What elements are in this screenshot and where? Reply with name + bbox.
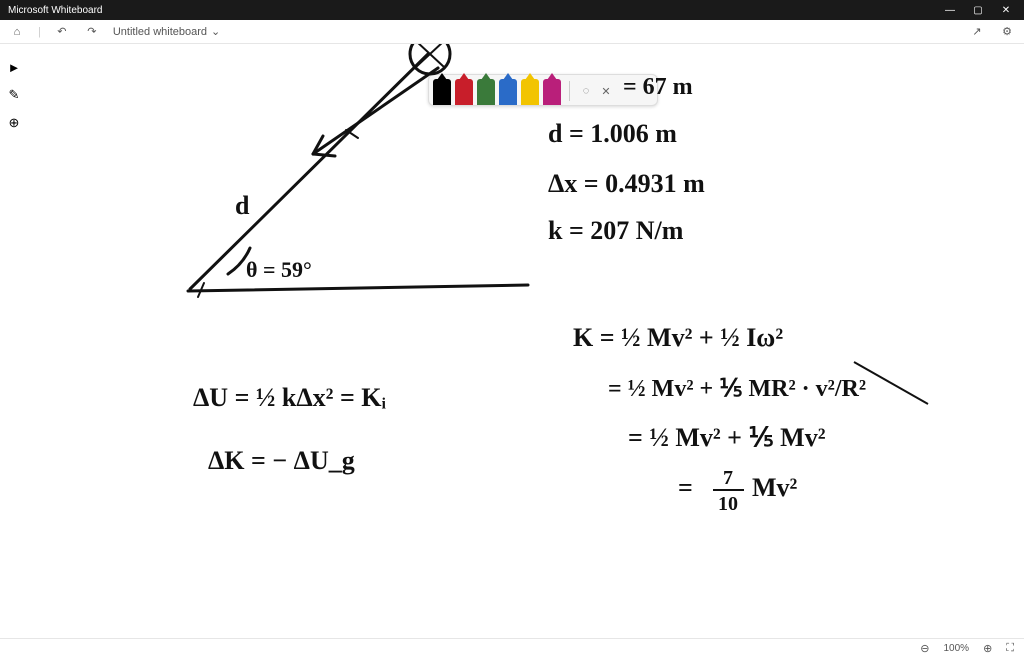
select-tool-icon[interactable]: ► (5, 58, 23, 76)
eq-K3: = ½ Mv² + ⅕ Mv² (628, 423, 826, 452)
settings-icon[interactable]: ⚙ (998, 23, 1016, 41)
eq-K4-num: 7 (723, 467, 733, 489)
zoom-in-icon[interactable]: ⊕ (983, 642, 992, 655)
eq-deltaK: ΔK = − ΔU_g (208, 446, 355, 475)
redo-icon[interactable]: ↷ (83, 23, 101, 41)
ink-layer: d θ = 59° = 67 m d = 1.006 m Δx = 0.4931… (28, 44, 1024, 638)
value-dx: Δx = 0.4931 m (548, 169, 705, 198)
document-name[interactable]: Untitled whiteboard ⌄ (113, 25, 220, 38)
label-d: d (235, 191, 250, 220)
toolbar-divider: | (38, 26, 41, 38)
fit-screen-icon[interactable]: ⛶ (1006, 642, 1014, 655)
minimize-button[interactable]: — (936, 0, 964, 20)
value-line0: = 67 m (623, 74, 693, 100)
pen-tool-icon[interactable]: ✎ (5, 86, 23, 104)
zoom-level: 100% (944, 643, 970, 654)
eq-deltaU: ΔU = ½ kΔx² = Kᵢ (193, 383, 386, 412)
window-controls: — ▢ ✕ (936, 0, 1020, 20)
incline-diagram (188, 44, 528, 297)
eq-K4b: Mv² (752, 473, 798, 502)
eq-K4a: = (678, 473, 693, 502)
add-tool-icon[interactable]: ⊕ (5, 114, 23, 132)
home-icon[interactable]: ⌂ (8, 23, 26, 41)
share-icon[interactable]: ↗ (968, 23, 986, 41)
close-button[interactable]: ✕ (992, 0, 1020, 20)
eq-K1: K = ½ Mv² + ½ Iω² (573, 323, 783, 352)
app-title: Microsoft Whiteboard (8, 5, 102, 16)
title-bar: Microsoft Whiteboard — ▢ ✕ (0, 0, 1024, 20)
value-d: d = 1.006 m (548, 119, 677, 148)
top-toolbar: ⌂ | ↶ ↷ Untitled whiteboard ⌄ ↗ ⚙ (0, 20, 1024, 44)
document-name-label: Untitled whiteboard (113, 26, 207, 38)
eq-K4-den: 10 (718, 493, 738, 515)
status-bar: ⊖ 100% ⊕ ⛶ (0, 638, 1024, 658)
maximize-button[interactable]: ▢ (964, 0, 992, 20)
label-theta: θ = 59° (246, 257, 312, 282)
whiteboard-canvas[interactable]: ◌ ✕ d θ = 59° = 67 m d = 1.00 (28, 44, 1024, 638)
zoom-out-icon[interactable]: ⊖ (920, 642, 929, 655)
value-k: k = 207 N/m (548, 216, 684, 245)
chevron-down-icon: ⌄ (211, 25, 220, 38)
eq-K2: = ½ Mv² + ⅕ MR² · v²/R² (608, 376, 866, 402)
undo-icon[interactable]: ↶ (53, 23, 71, 41)
left-toolbar: ► ✎ ⊕ (0, 44, 28, 132)
